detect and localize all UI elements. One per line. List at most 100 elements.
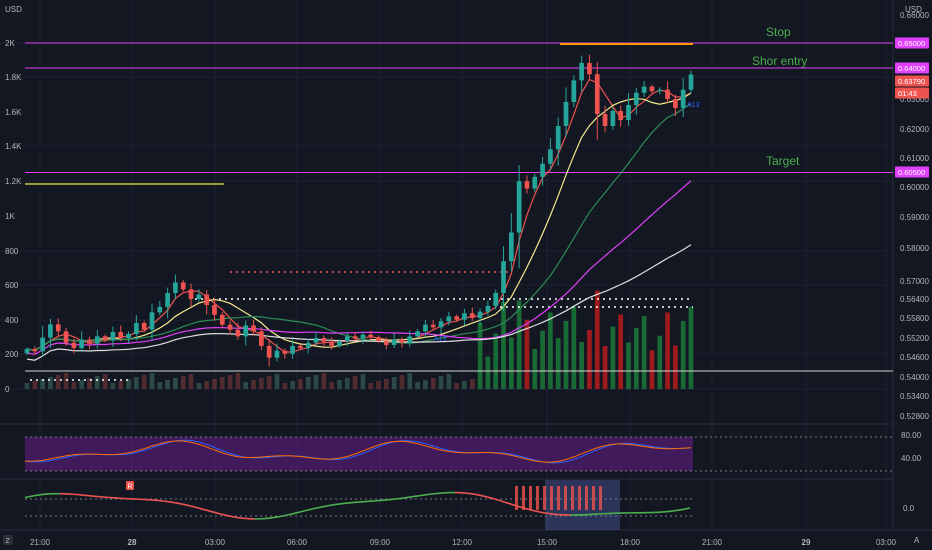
candle-body xyxy=(63,331,69,343)
volume-bar xyxy=(24,383,30,389)
candle-body xyxy=(329,341,335,346)
volume-bar xyxy=(126,379,131,389)
annotation-stop[interactable]: Stop xyxy=(766,25,791,39)
osc2-signal-bar xyxy=(543,486,546,510)
volume-bar xyxy=(555,338,561,389)
volume-bar xyxy=(415,382,420,389)
currency-label-right: USD xyxy=(905,5,922,14)
candlesticks[interactable] xyxy=(24,54,694,367)
osc2-line-seg xyxy=(544,512,551,515)
osc2-line-seg xyxy=(224,514,231,517)
candle-body xyxy=(587,63,592,75)
osc2-line-seg xyxy=(344,501,351,505)
osc2-line-seg xyxy=(234,516,241,519)
candle-body xyxy=(462,313,467,320)
volume-bar xyxy=(641,316,647,389)
candle-body xyxy=(360,334,366,339)
osc2-line-seg xyxy=(684,507,691,510)
candle-body xyxy=(212,305,217,315)
candle-body xyxy=(610,111,616,126)
candle-body xyxy=(665,89,670,99)
osc2-line-seg xyxy=(284,513,291,517)
osc2-line-seg xyxy=(334,503,341,506)
left-axis-tick: 1.8K xyxy=(5,73,22,82)
time-axis-tick: 28 xyxy=(128,538,137,547)
volume-bar xyxy=(274,374,280,389)
volume-bar xyxy=(134,377,139,389)
volume-bar xyxy=(423,380,428,389)
osc2-signal-bar xyxy=(592,486,595,510)
candle-body xyxy=(430,324,436,328)
osc2-line-seg xyxy=(199,507,206,511)
left-axis-tick: 600 xyxy=(5,281,19,290)
osc2-line-seg xyxy=(679,508,686,511)
candle-body xyxy=(110,332,116,341)
momentum-oscillator-pane: R xyxy=(24,480,693,530)
candle-body xyxy=(126,334,131,338)
osc2-axis-tick: 0.0 xyxy=(903,504,915,513)
volume-bar xyxy=(548,312,553,389)
osc2-line-seg xyxy=(419,494,426,497)
right-axis-tick: 0.66000 xyxy=(900,11,929,20)
volume-bar xyxy=(594,290,600,389)
left-axis-tick: 1.4K xyxy=(5,142,22,151)
volume-bar xyxy=(618,314,624,389)
volume-bar xyxy=(462,381,467,389)
auto-scale-icon[interactable]: A xyxy=(914,536,920,545)
annotation-target[interactable]: Target xyxy=(766,154,800,168)
candle-body xyxy=(173,282,178,293)
left-axis-tick: 1.6K xyxy=(5,108,22,117)
volume-bar xyxy=(173,378,178,389)
volume-bar xyxy=(196,383,202,389)
volume-bar xyxy=(102,374,108,389)
osc2-line-seg xyxy=(169,501,176,504)
osc2-line-seg xyxy=(299,509,306,513)
volume-bar xyxy=(282,383,288,389)
time-axis[interactable]: 21:00 28 03:00 06:00 09:00 12:00 15:00 18:00 21:… xyxy=(30,538,897,547)
candle-body xyxy=(102,336,108,341)
candle-body xyxy=(438,321,444,328)
volume-bar xyxy=(71,382,77,389)
volume-bar xyxy=(87,378,92,389)
candle-body xyxy=(469,313,475,318)
price-tag-bg xyxy=(895,37,929,49)
osc2-line-seg xyxy=(389,498,396,501)
candle-body xyxy=(680,89,686,108)
osc2-line-seg xyxy=(209,510,216,514)
time-axis-tick: 18:00 xyxy=(620,538,641,547)
candle-body xyxy=(204,294,210,306)
osc2-line-seg xyxy=(324,504,331,508)
osc2-line-seg xyxy=(229,515,236,518)
left-axis-tick: 800 xyxy=(5,247,19,256)
annotation-short-entry[interactable]: Shor entry xyxy=(752,54,807,68)
osc2-signal-bar xyxy=(515,486,518,510)
volume-bar xyxy=(587,330,592,389)
candle-body xyxy=(673,99,678,108)
candle-body xyxy=(94,336,100,344)
volume-bar xyxy=(579,342,584,389)
right-axis-tick: 0.56400 xyxy=(900,295,929,304)
candle-body xyxy=(555,126,561,150)
candle-body xyxy=(227,324,233,330)
volume-bar xyxy=(633,328,639,389)
timezone-icon[interactable]: Z xyxy=(3,535,13,545)
osc2-line-seg xyxy=(404,496,411,499)
candle-body xyxy=(196,294,202,299)
candle-body xyxy=(149,312,155,330)
left-axis-tick: 1.2K xyxy=(5,177,22,186)
candle-body xyxy=(532,176,538,189)
horizontal-levels[interactable] xyxy=(25,42,893,381)
candle-body xyxy=(266,345,272,358)
candle-body xyxy=(251,325,256,332)
right-axis-tick: 0.60000 xyxy=(900,183,929,192)
left-axis-tick: 2K xyxy=(5,39,15,48)
candle-body xyxy=(649,86,655,92)
osc2-line-seg xyxy=(214,511,221,515)
volume-bar xyxy=(673,345,678,389)
osc1-axis-tick: 40.00 xyxy=(901,454,922,463)
time-axis-tick: 06:00 xyxy=(287,538,308,547)
volume-bar xyxy=(657,335,663,389)
volume-bar xyxy=(571,306,577,389)
